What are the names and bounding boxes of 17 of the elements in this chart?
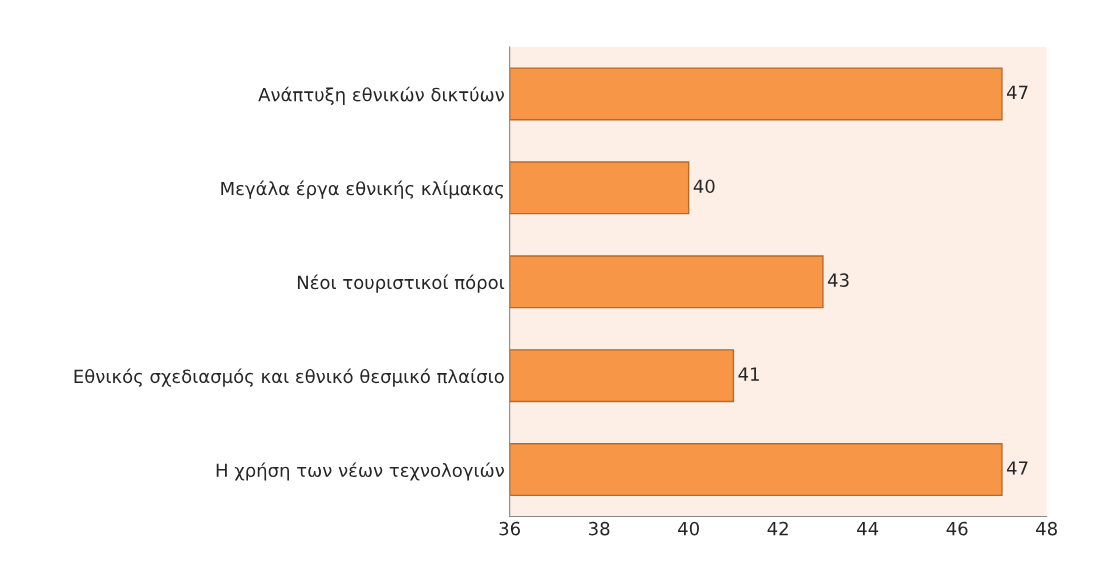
x-tick-label: 46 — [946, 521, 968, 536]
data-label: 43 — [827, 273, 849, 287]
y-tick-label: Εθνικός σχεδιασμός και εθνικό θεσμικό πλαίσιο — [74, 368, 504, 387]
y-tick-label: Μεγάλα έργα εθνικής κλίμακας — [221, 180, 503, 199]
x-tick-label: 44 — [857, 521, 879, 536]
x-tick-label: 38 — [589, 521, 610, 536]
y-tick-label: Νέοι τουριστικοί πόροι — [297, 274, 505, 293]
data-label: 47 — [1006, 85, 1028, 99]
data-label: 47 — [1006, 461, 1028, 475]
x-tick-label: 42 — [767, 521, 788, 536]
data-label: 40 — [693, 179, 715, 194]
x-tick-label: 36 — [499, 521, 520, 536]
y-tick-label: Η χρήση των νέων τεχνολογιών — [216, 462, 504, 481]
y-tick-label: Ανάπτυξη εθνικών δικτύων — [258, 86, 504, 105]
x-tick-label: 40 — [678, 521, 699, 536]
x-tick-label: 48 — [1036, 521, 1057, 536]
data-label: 41 — [738, 367, 759, 381]
